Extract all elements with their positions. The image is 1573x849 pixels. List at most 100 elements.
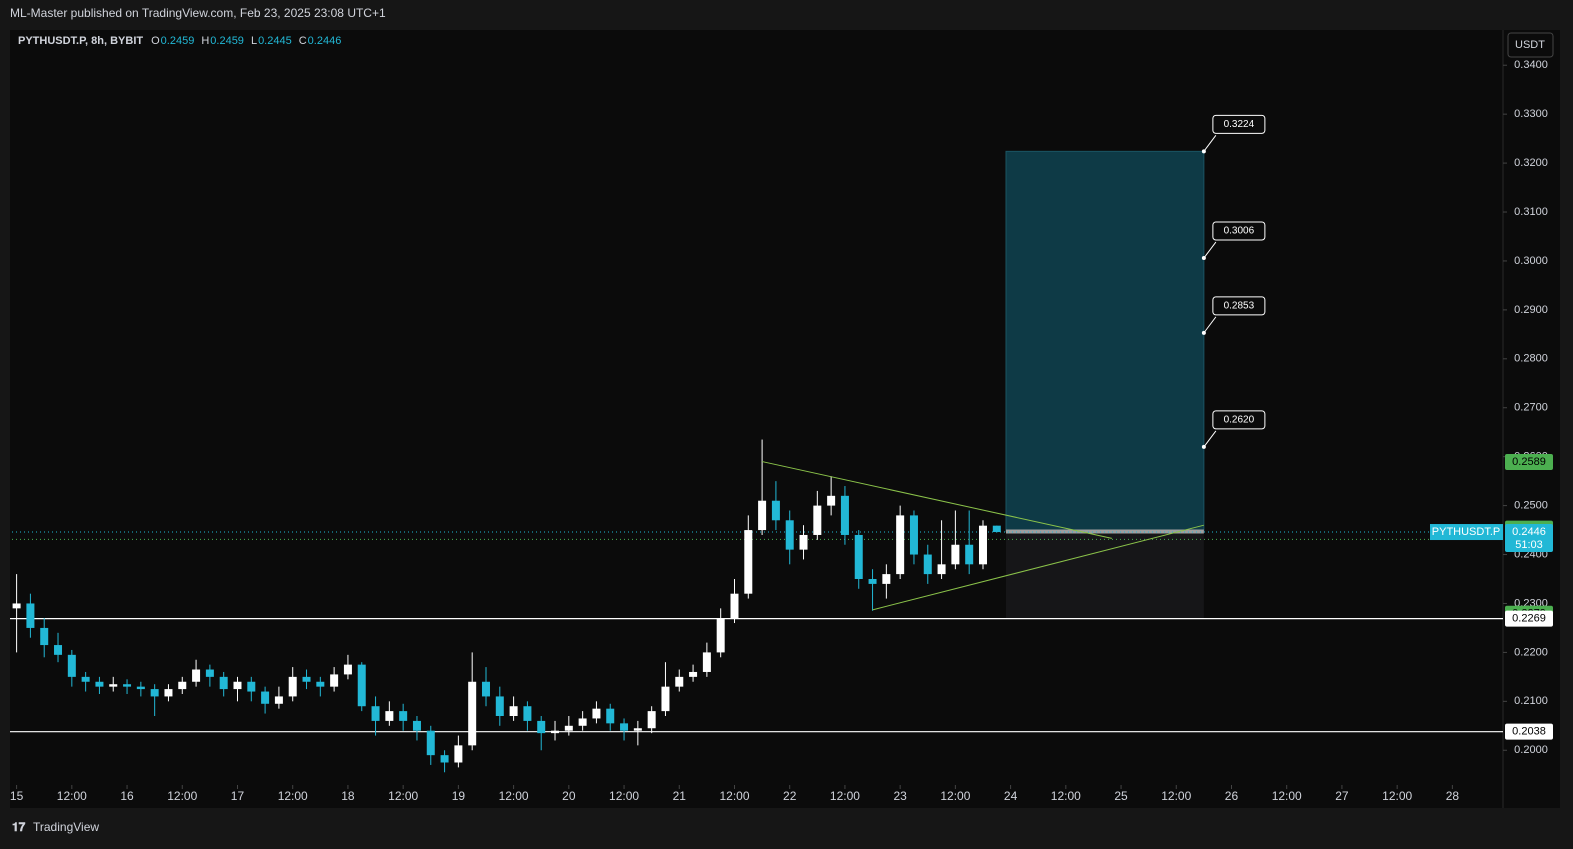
candle-body <box>675 676 684 687</box>
x-tick-label: 12:00 <box>167 789 197 803</box>
countdown-label: 51:03 <box>1515 539 1543 551</box>
legend-value: 0.2459 <box>210 35 244 47</box>
x-tick-label: 12:00 <box>1272 789 1302 803</box>
candle-body <box>813 505 822 535</box>
candle-body <box>302 676 311 682</box>
currency-button[interactable] <box>1507 32 1554 58</box>
x-tick-label: 12:00 <box>1382 789 1412 803</box>
candle-body <box>205 669 214 677</box>
candle-body <box>178 681 187 690</box>
price-tag <box>1505 723 1553 740</box>
candle-body <box>219 676 228 690</box>
target-dot <box>1201 330 1206 335</box>
symbol-label: PYTHUSDT.P, 8h, BYBIT <box>18 35 143 47</box>
y-tick-label: 0.2800 <box>1514 353 1548 365</box>
y-tick-label: 0.3300 <box>1514 108 1548 120</box>
legend-value: 0.2445 <box>258 35 292 47</box>
candle-body <box>937 564 946 575</box>
candle-body <box>123 684 132 687</box>
last-price-tag <box>1505 524 1553 553</box>
target-box <box>1212 221 1266 241</box>
x-tick-label: 27 <box>1335 789 1349 803</box>
candle-body <box>288 676 297 697</box>
candle-body <box>343 664 352 675</box>
candle-body <box>923 554 932 575</box>
candle-body <box>481 681 490 697</box>
candle-body <box>771 500 780 521</box>
target-label: 0.3224 <box>1224 119 1255 130</box>
currency-label: USDT <box>1515 39 1545 51</box>
symbol-tag <box>1430 524 1503 541</box>
legend-key: C <box>299 35 307 47</box>
legend-key: H <box>201 35 209 47</box>
profit-zone <box>1005 150 1205 533</box>
loss-zone <box>1006 531 1204 619</box>
footer-brand: TradingView <box>33 820 99 834</box>
candle-body <box>109 684 118 687</box>
publish-header: ML-Master published on TradingView.com, … <box>10 6 386 20</box>
price-tag <box>1505 454 1553 471</box>
y-tick-label: 0.2700 <box>1514 402 1548 414</box>
candle-body <box>54 645 63 655</box>
candle-body <box>799 534 808 550</box>
target-box <box>1212 296 1266 316</box>
y-tick-label: 0.3200 <box>1514 157 1548 169</box>
candle-body <box>827 495 836 506</box>
x-tick-label: 20 <box>562 789 576 803</box>
candle-body <box>150 689 159 697</box>
target-box <box>1212 114 1266 134</box>
candle-body <box>882 574 891 584</box>
candle-body <box>67 654 76 677</box>
trendline <box>872 524 1205 611</box>
candle-body <box>992 525 1001 533</box>
candle-body <box>537 720 546 734</box>
candle-body <box>136 686 145 690</box>
x-tick-label: 16 <box>120 789 134 803</box>
candle-body <box>468 681 477 746</box>
candle-body <box>564 725 573 731</box>
x-tick-label: 28 <box>1446 789 1460 803</box>
candle-body <box>357 664 366 707</box>
candle-body <box>274 696 283 704</box>
x-tick-label: 12:00 <box>388 789 418 803</box>
x-tick-label: 17 <box>231 789 245 803</box>
candle-body <box>868 579 877 584</box>
candle-body <box>95 681 104 687</box>
price-tag <box>1505 610 1553 627</box>
legend: PYTHUSDT.P, 8h, BYBIT O 0.2459 H 0.2459 L 0.24… <box>18 35 341 47</box>
target-dot <box>1201 256 1206 261</box>
candle-body <box>578 718 587 726</box>
candle-body <box>730 593 739 619</box>
candle-body <box>440 755 449 763</box>
price-tag-label: 0.2589 <box>1512 456 1546 468</box>
target-pointer <box>1203 316 1217 334</box>
candle-body <box>233 681 242 690</box>
candle-body <box>702 652 711 672</box>
candle-body <box>854 534 863 580</box>
symbol-tag-label: PYTHUSDT.P <box>1432 526 1500 538</box>
candle-body <box>620 723 629 731</box>
candle-body <box>896 515 905 575</box>
x-tick-label: 12:00 <box>1161 789 1191 803</box>
x-tick-label: 15 <box>10 789 24 803</box>
x-tick-label: 12:00 <box>499 789 529 803</box>
candle-body <box>412 720 421 731</box>
candle-body <box>551 730 560 734</box>
candle-body <box>81 676 90 682</box>
y-tick-label: 0.3100 <box>1514 206 1548 218</box>
candle-body <box>716 618 725 653</box>
candle-body <box>647 711 656 729</box>
legend-value: 0.2459 <box>161 35 195 47</box>
candle-body <box>316 681 325 687</box>
candle-body <box>978 525 987 565</box>
candle-body <box>261 691 270 704</box>
candle-body <box>192 669 201 682</box>
candle-body <box>633 728 642 731</box>
y-tick-label: 0.3400 <box>1514 59 1548 71</box>
candle-body <box>454 745 463 763</box>
legend-key: L <box>251 35 257 47</box>
x-tick-label: 23 <box>893 789 907 803</box>
candle-body <box>12 603 21 609</box>
price-tag-label: 0.2269 <box>1512 613 1546 625</box>
candle-body <box>509 706 518 717</box>
